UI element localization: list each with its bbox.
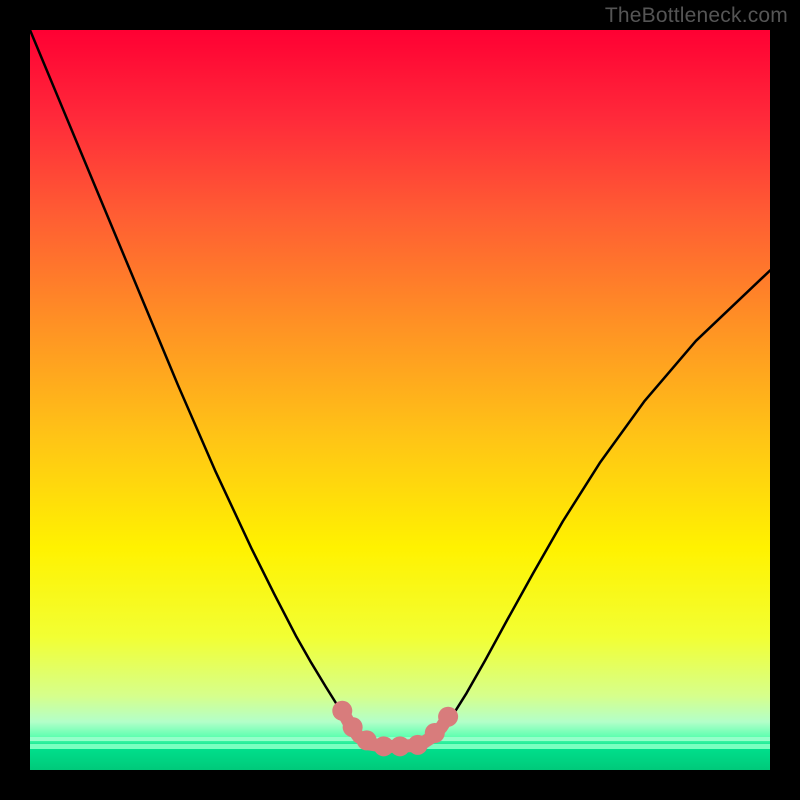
bottleneck-curve — [30, 30, 770, 749]
chart-svg — [30, 30, 770, 770]
highlight-dot — [408, 735, 428, 755]
watermark-text: TheBottleneck.com — [605, 4, 788, 28]
highlight-dot — [390, 736, 410, 756]
plot-area — [30, 30, 770, 770]
highlight-dots — [332, 701, 458, 757]
highlight-dot — [425, 723, 445, 743]
highlight-dot — [438, 707, 458, 727]
chart-frame: TheBottleneck.com — [0, 0, 800, 800]
highlight-dot — [357, 730, 377, 750]
